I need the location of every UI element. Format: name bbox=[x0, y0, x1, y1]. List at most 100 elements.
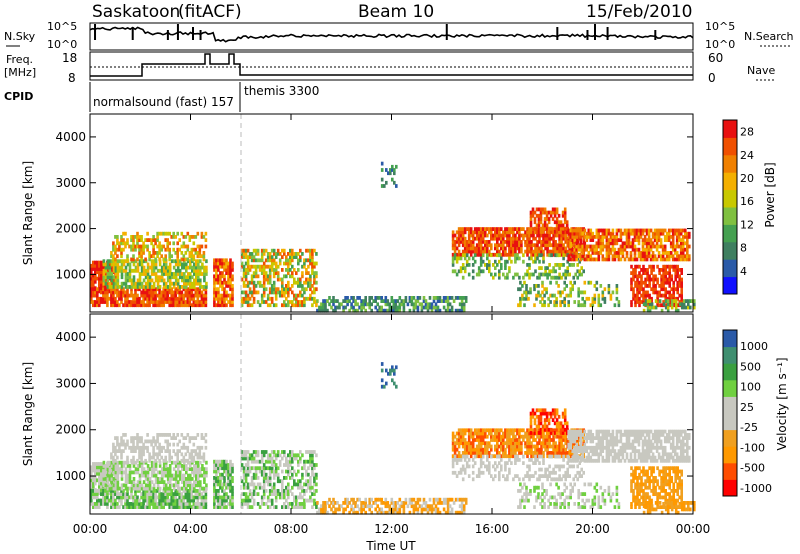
velocity-cell bbox=[92, 484, 95, 489]
power-cell bbox=[528, 263, 531, 267]
velocity-cell bbox=[309, 476, 312, 480]
power-cell bbox=[156, 303, 159, 308]
power-cell bbox=[528, 240, 531, 244]
power-cell bbox=[530, 246, 533, 251]
velocity-cell bbox=[140, 473, 144, 478]
power-cell bbox=[467, 236, 471, 241]
power-cell bbox=[293, 280, 296, 285]
power-cell bbox=[154, 251, 157, 255]
velocity-cell bbox=[172, 460, 176, 465]
power-cell bbox=[481, 269, 485, 274]
power-cell bbox=[395, 184, 398, 188]
power-cell bbox=[160, 290, 163, 295]
power-cell bbox=[585, 254, 589, 259]
power-cell bbox=[667, 238, 671, 242]
power-cell bbox=[601, 231, 605, 236]
velocity-cell bbox=[313, 450, 316, 454]
power-cell bbox=[552, 266, 555, 270]
velocity-cell bbox=[213, 485, 216, 490]
power-cell bbox=[537, 293, 540, 298]
power-cell bbox=[668, 296, 671, 301]
power-cell bbox=[567, 300, 570, 304]
power-cell bbox=[223, 274, 226, 279]
velocity-cell bbox=[195, 473, 198, 478]
power-cell bbox=[479, 233, 483, 238]
power-cell bbox=[146, 244, 149, 249]
power-cell bbox=[191, 268, 194, 273]
velocity-cell bbox=[242, 472, 246, 477]
velocity-cell bbox=[272, 453, 276, 458]
power-cell bbox=[475, 230, 479, 235]
velocity-cell bbox=[110, 489, 113, 493]
power-cell bbox=[651, 231, 655, 236]
power-cell bbox=[297, 258, 300, 263]
power-cell bbox=[266, 252, 270, 256]
power-cell bbox=[477, 236, 481, 241]
power-cell bbox=[657, 254, 661, 259]
power-cell bbox=[549, 280, 552, 285]
velocity-cell bbox=[311, 453, 314, 458]
power-cell bbox=[667, 251, 671, 255]
velocity-cell bbox=[374, 501, 377, 505]
power-cell bbox=[448, 308, 452, 313]
power-cell bbox=[190, 296, 194, 301]
power-cell bbox=[126, 285, 130, 289]
velocity-cell bbox=[164, 486, 168, 491]
power-cell bbox=[172, 272, 176, 276]
power-cell bbox=[197, 268, 200, 273]
power-cell bbox=[442, 305, 446, 310]
velocity-cell bbox=[264, 479, 268, 484]
power-cell bbox=[293, 303, 296, 308]
power-cell bbox=[98, 263, 101, 268]
power-cell bbox=[420, 305, 424, 310]
power-cell bbox=[136, 265, 140, 270]
velocity-cell bbox=[120, 460, 124, 465]
power-cell bbox=[92, 293, 95, 298]
power-cell bbox=[195, 272, 198, 276]
velocity-cell bbox=[219, 463, 222, 467]
power-cell bbox=[573, 231, 576, 236]
velocity-cell bbox=[196, 433, 200, 437]
power-cell bbox=[200, 254, 204, 259]
velocity-cell bbox=[274, 489, 278, 493]
power-cell bbox=[160, 231, 163, 236]
power-cell bbox=[597, 303, 601, 308]
power-cell bbox=[529, 230, 533, 234]
power-cell bbox=[563, 280, 566, 285]
power-cell bbox=[672, 293, 675, 298]
velocity-cell bbox=[182, 442, 186, 447]
velocity-cell bbox=[285, 463, 288, 467]
velocity-cell bbox=[242, 502, 246, 506]
velocity-cell bbox=[191, 467, 194, 471]
power-cell bbox=[297, 277, 300, 282]
power-cell bbox=[674, 287, 677, 292]
power-cell bbox=[172, 247, 175, 252]
power-cell bbox=[653, 257, 657, 262]
power-cell bbox=[380, 296, 383, 300]
power-cell bbox=[547, 226, 551, 231]
power-cell bbox=[380, 308, 383, 313]
velocity-cell bbox=[291, 466, 294, 471]
velocity-cell bbox=[394, 501, 398, 505]
velocity-cell bbox=[124, 477, 128, 481]
power-cell bbox=[338, 302, 341, 307]
power-cell bbox=[229, 300, 232, 304]
power-cell bbox=[550, 249, 553, 254]
power-cell bbox=[120, 241, 123, 246]
velocity-cell bbox=[98, 505, 101, 509]
power-cell bbox=[659, 228, 663, 233]
power-cell bbox=[424, 305, 428, 310]
velocity-cell bbox=[227, 502, 230, 506]
power-cell bbox=[248, 303, 252, 308]
power-cell bbox=[140, 303, 143, 308]
power-cell bbox=[120, 287, 123, 292]
power-cell bbox=[566, 266, 569, 270]
velocity-cell bbox=[114, 498, 117, 503]
power-cell bbox=[644, 268, 647, 272]
power-cell bbox=[256, 274, 260, 279]
velocity-cell bbox=[291, 502, 294, 506]
power-cell bbox=[644, 299, 648, 303]
power-cell bbox=[543, 287, 546, 292]
power-cell bbox=[106, 290, 109, 295]
velocity-cell bbox=[168, 452, 171, 457]
